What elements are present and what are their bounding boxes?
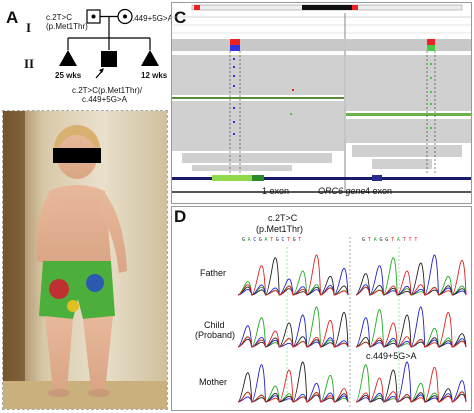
igv-variant-right — [427, 39, 435, 45]
generation-ii-label: II — [24, 56, 35, 71]
sequence-base: T — [287, 237, 293, 243]
sequence-base: T — [391, 237, 397, 243]
sequence-base: C — [253, 237, 259, 243]
sequence-base: G — [258, 237, 265, 243]
row-label-father: Father — [200, 268, 227, 278]
generation-i-label: I — [26, 20, 32, 35]
father-mutation-line2: (p.Met1Thr) — [46, 22, 88, 31]
sequence-base: G — [379, 237, 386, 243]
igv-variant-left — [230, 39, 240, 45]
sequence-base: T — [408, 237, 415, 243]
chromatogram-trace — [355, 312, 467, 348]
father-mutation-line1: c.2T>C — [46, 13, 73, 22]
gene-label: ORC6 gene — [318, 186, 366, 196]
chromatogram-trace — [237, 267, 349, 296]
exon4-label: 4 exon — [365, 186, 393, 196]
chromatogram-trace — [355, 314, 467, 348]
sequence-base: T — [298, 237, 304, 243]
mother-mutation: c.449+5G>A — [128, 14, 173, 23]
sequence-base: G — [242, 237, 248, 243]
sequence-base: A — [396, 237, 403, 243]
panel-letter-d: D — [174, 207, 187, 226]
sibling-1-age: 25 wks — [55, 71, 82, 80]
chromatogram-trace — [355, 260, 467, 296]
pedigree-sibling-1 — [59, 50, 77, 66]
exon1-label: 1 exon — [262, 186, 290, 196]
mutation-bottom: c.449+5G>A — [366, 351, 417, 361]
patient-photo — [3, 111, 167, 409]
sequence-base: T — [270, 237, 276, 243]
sequence-base: A — [247, 237, 254, 243]
panel-b-frame — [2, 110, 168, 410]
mutation-top-line2: (p.Met1Thr) — [256, 224, 304, 234]
igv-browser — [172, 4, 471, 193]
sequence-right: GTAGGTATTT — [362, 237, 420, 243]
sequence-base: G — [362, 237, 368, 243]
pedigree-proband — [101, 51, 117, 67]
sequence-base: T — [402, 237, 409, 243]
sequence-base: T — [367, 237, 374, 243]
panel-letter-c: C — [174, 8, 187, 27]
chromatogram-trace — [237, 319, 349, 348]
chromatogram-trace — [355, 367, 467, 403]
sequence-base: G — [385, 237, 392, 243]
sibling-2-age: 12 wks — [141, 71, 168, 80]
sequence-base: G — [292, 237, 299, 243]
sequence-base: A — [264, 237, 271, 243]
sequence-base: C — [281, 237, 287, 243]
pedigree-sibling-2 — [141, 50, 159, 66]
row-label-child-line1: Child — [204, 320, 225, 330]
chromatograms — [237, 237, 467, 407]
sequence-base: G — [275, 237, 282, 243]
chromatogram-trace — [237, 369, 349, 403]
sequence-base: T — [414, 237, 421, 243]
sequence-left: GACGATGCTGT — [242, 237, 304, 243]
row-label-child-line2: (Proband) — [195, 330, 236, 340]
eye-censor-bar — [53, 148, 101, 163]
pedigree — [59, 8, 159, 79]
panel-letter-a: A — [6, 8, 19, 27]
proband-genotype-line1: c.2T>C(p.Met1Thr)/ — [72, 86, 143, 95]
row-label-mother: Mother — [199, 377, 228, 387]
mutation-top-line1: c.2T>C — [268, 213, 298, 223]
proband-genotype-line2: c.449+5G>A — [82, 95, 127, 104]
chromatogram-trace — [237, 254, 349, 296]
sequence-base: A — [373, 237, 380, 243]
